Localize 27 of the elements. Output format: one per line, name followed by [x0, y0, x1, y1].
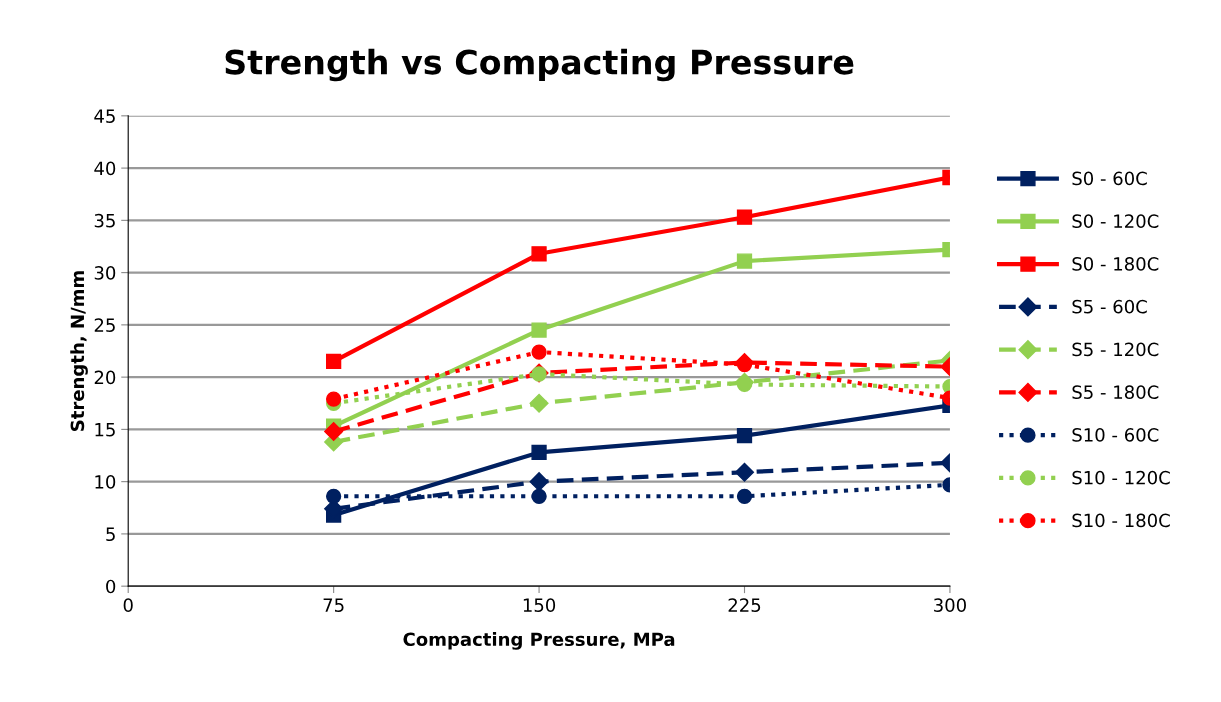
x-tick-label: 300 [934, 598, 966, 612]
legend-label: S10 - 60C [1072, 428, 1159, 442]
y-tick-label: 30 [94, 266, 116, 280]
legend-label: S5 - 180C [1072, 385, 1159, 399]
y-tick-label: 5 [106, 527, 115, 542]
x-tick-label: 75 [323, 598, 344, 612]
legend-label: S5 - 120C [1072, 342, 1159, 357]
y-tick-label: 40 [94, 161, 116, 176]
y-axis-title: Strength, N/mm [70, 271, 88, 431]
x-tick-label: 0 [123, 598, 133, 612]
chart-title: Strength vs Compacting Pressure [225, 48, 854, 82]
x-tick-label: 225 [728, 598, 761, 612]
y-tick-label: 45 [94, 109, 115, 123]
x-axis-title: Compacting Pressure, MPa [403, 632, 675, 650]
y-tick-label: 15 [95, 423, 115, 437]
y-tick-label: 0 [106, 579, 116, 594]
legend-label: S10 - 120C [1072, 470, 1170, 485]
legend-label: S5 - 60C [1072, 299, 1147, 314]
x-tick-label: 150 [523, 598, 556, 612]
legend-label: S0 - 180C [1072, 257, 1159, 271]
legend-label: S0 - 120C [1072, 214, 1159, 228]
y-tick-label: 35 [94, 213, 115, 228]
y-tick-label: 20 [94, 370, 116, 385]
y-tick-label: 10 [95, 475, 116, 489]
legend-label: S0 - 60C [1072, 171, 1147, 186]
legend-label: S10 - 180C [1072, 513, 1170, 528]
y-tick-label: 25 [94, 318, 115, 332]
